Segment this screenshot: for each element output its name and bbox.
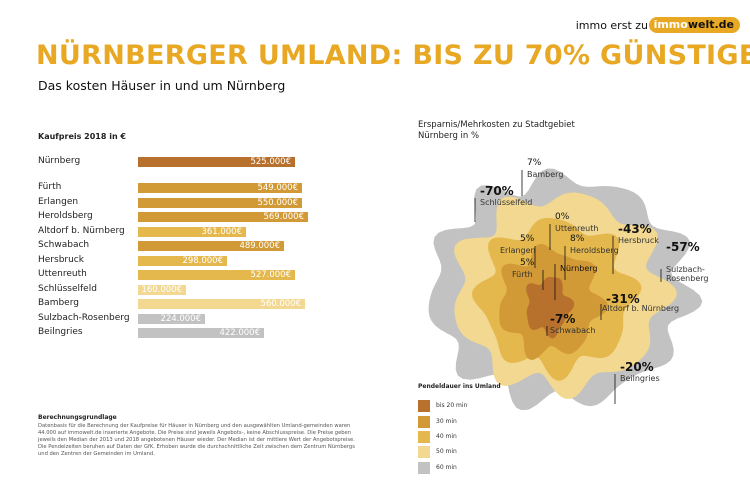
bar [138,212,308,222]
legend-swatch [418,416,430,428]
map-place-label: Sulzbach-Rosenberg [666,265,708,283]
bar [138,227,246,237]
map-place-label: Altdorf b. Nürnberg [602,304,679,313]
notes-text: Datenbasis für die Berechnung der Kaufpr… [38,423,355,457]
map-percent-label: -7% [550,312,575,326]
map-place-label: Nürnberg [560,264,598,273]
bar [138,285,186,295]
map-place-label: Beilngries [620,374,660,383]
map-place-label: Schlüsselfeld [480,198,532,207]
bar-value-label: 569.000€ [263,212,304,222]
brand: immo erst zu immowelt.de [540,16,740,36]
bar [138,328,264,338]
legend-label: 60 min [436,464,457,471]
bar-label: Sulzbach-Rosenberg [38,313,130,323]
bar-label: Uttenreuth [38,269,87,279]
legend-swatch [418,462,430,474]
map-percent-label: -70% [480,184,514,198]
bar-label: Schwabach [38,240,90,250]
legend-label: 40 min [436,433,457,440]
bar-label: Beilngries [38,327,83,337]
bar-value-label: 489.000€ [239,241,280,251]
bar-label: Heroldsberg [38,211,93,221]
map-place-label: Bamberg [527,170,563,179]
brand-text: immo erst zu [575,19,648,32]
map-title: Ersparnis/Mehrkosten zu Stadtgebiet Nürn… [418,120,575,141]
notes-title: Berechnungsgrundlage [38,414,117,421]
immowelt-logo[interactable]: immowelt.de [648,17,740,33]
legend-swatch [418,431,430,443]
bar-value-label: 361.000€ [201,227,242,237]
bar-label: Fürth [38,182,62,192]
map-place-label: Schwabach [550,326,595,335]
logo-text-pre: immo [653,18,688,31]
bar-label: Schlüsselfeld [38,284,97,294]
map-place-label: Heroldsberg [570,246,619,255]
bar [138,270,295,280]
bar-value-label: 422.000€ [219,328,260,338]
bar-value-label: 550.000€ [257,198,298,208]
map-percent-label: 7% [527,158,542,168]
map-percent-label: -43% [618,222,652,236]
bar [138,183,302,193]
page-subtitle: Das kosten Häuser in und um Nürnberg [38,78,286,93]
map-percent-label: 5% [520,258,535,268]
map-place-label: Fürth [512,270,533,279]
bar-value-label: 549.000€ [257,183,298,193]
commute-zones [428,168,703,410]
commute-map: 7% Bamberg -70%Schlüsselfeld 0% Uttenreuth -4… [428,158,708,410]
legend-title: Pendeldauer ins Umland [418,383,501,390]
bar [138,198,302,208]
bar [138,157,295,167]
bar-value-label: 525.000€ [250,157,291,167]
chart-title: Kaufpreis 2018 in € [38,132,126,141]
bar-value-label: 160.000€ [141,285,182,295]
legend-label: 30 min [436,418,457,425]
bar [138,256,227,266]
map-place-label: Uttenreuth [555,224,598,233]
map-percent-label: 0% [555,212,570,222]
map-place-label: Erlangen [500,246,536,255]
bar-value-label: 527.000€ [250,270,291,280]
logo-text-post: welt.de [687,18,734,31]
legend-swatch [418,400,430,412]
legend-swatch [418,446,430,458]
bar [138,299,305,309]
page-title: NÜRNBERGER UMLAND: BIS ZU 70% GÜNSTIGER [36,40,750,71]
map-percent-label: 5% [520,234,535,244]
methodology-notes: Berechnungsgrundlage Datenbasis für die … [38,414,363,458]
bar-label: Altdorf b. Nürnberg [38,226,125,236]
map-percent-label: 8% [570,234,585,244]
bar-value-label: 298.000€ [182,256,223,266]
bar-value-label: 224.000€ [160,314,201,324]
zone-20-min [526,276,575,339]
bar-label: Hersbruck [38,255,84,265]
bar-label: Bamberg [38,298,79,308]
bar [138,314,205,324]
legend-label: 50 min [436,448,457,455]
bar [138,241,284,251]
map-percent-label: -20% [620,360,654,374]
map-place-label: Hersbruck [618,236,659,245]
bar-label: Erlangen [38,197,79,207]
map-percent-label: -57% [666,240,700,254]
map-percent-label: -31% [606,292,640,306]
map-labels: 7% Bamberg -70%Schlüsselfeld 0% Uttenreuth -4… [480,158,708,383]
bar-value-label: 560.000€ [260,299,301,309]
bar-label: Nürnberg [38,156,81,166]
map-pins [474,170,662,404]
legend-label: bis 20 min [436,402,468,409]
